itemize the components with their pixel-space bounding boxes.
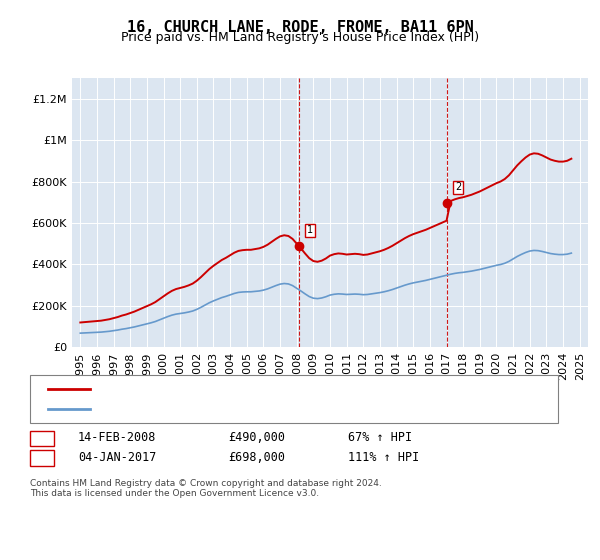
- Text: 67% ↑ HPI: 67% ↑ HPI: [348, 431, 412, 445]
- Text: £698,000: £698,000: [228, 451, 285, 464]
- Text: 111% ↑ HPI: 111% ↑ HPI: [348, 451, 419, 464]
- Text: 16, CHURCH LANE, RODE, FROME, BA11 6PN: 16, CHURCH LANE, RODE, FROME, BA11 6PN: [127, 20, 473, 35]
- Text: Contains HM Land Registry data © Crown copyright and database right 2024.
This d: Contains HM Land Registry data © Crown c…: [30, 479, 382, 498]
- Text: 2: 2: [38, 451, 46, 464]
- Text: £490,000: £490,000: [228, 431, 285, 445]
- Text: 14-FEB-2008: 14-FEB-2008: [78, 431, 157, 445]
- Text: 1: 1: [38, 431, 46, 445]
- Text: 1: 1: [307, 226, 313, 235]
- Text: HPI: Average price, detached house, Somerset: HPI: Average price, detached house, Some…: [96, 404, 371, 414]
- Text: 04-JAN-2017: 04-JAN-2017: [78, 451, 157, 464]
- Text: 16, CHURCH LANE, RODE, FROME, BA11 6PN (detached house): 16, CHURCH LANE, RODE, FROME, BA11 6PN (…: [96, 384, 440, 394]
- Text: 2: 2: [455, 183, 461, 193]
- Text: Price paid vs. HM Land Registry's House Price Index (HPI): Price paid vs. HM Land Registry's House …: [121, 31, 479, 44]
